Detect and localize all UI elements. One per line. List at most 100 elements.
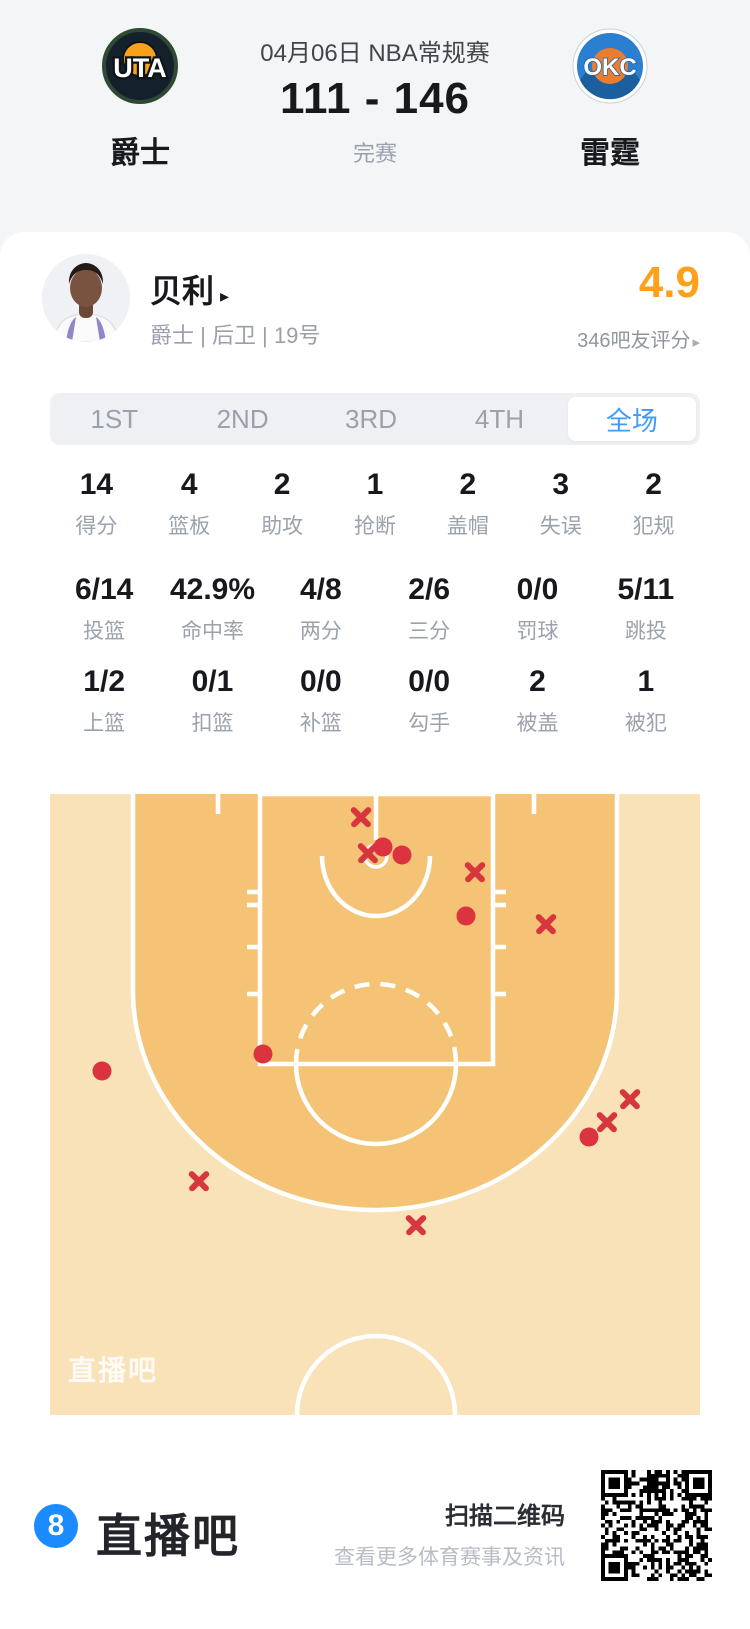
shot-make-marker bbox=[253, 1044, 273, 1064]
stat-cell: 3 失误 bbox=[514, 468, 607, 540]
player-name-text: 贝利 bbox=[150, 273, 215, 309]
match-date: 04月06日 NBA常规赛 bbox=[260, 40, 490, 67]
qr-code bbox=[601, 1470, 712, 1581]
shot-miss-marker bbox=[350, 806, 372, 828]
stat-cell: 2/6 三分 bbox=[375, 573, 483, 645]
shot-make-marker bbox=[579, 1127, 599, 1147]
stat-value: 0/0 bbox=[516, 573, 559, 606]
qr-caption-title: 扫描二维码 bbox=[445, 1503, 565, 1530]
team-home-name: 爵士 bbox=[110, 137, 170, 170]
player-avatar[interactable] bbox=[42, 254, 130, 342]
stat-cell: 5/11 跳投 bbox=[592, 573, 700, 645]
zhibo8-brand-text: 直播吧 bbox=[96, 1510, 240, 1562]
shot-make-marker bbox=[392, 845, 412, 865]
thunder-logo-icon: OKC bbox=[572, 28, 648, 104]
match-score: 111 - 146 bbox=[279, 74, 471, 123]
stat-label: 三分 bbox=[408, 620, 451, 643]
stat-label: 被犯 bbox=[624, 712, 667, 735]
stat-label: 篮板 bbox=[168, 515, 211, 538]
stat-cell: 6/14 投篮 bbox=[50, 573, 158, 645]
quarter-tab[interactable]: 2ND bbox=[216, 403, 269, 434]
stat-value: 2/6 bbox=[408, 573, 451, 606]
stat-cell: 0/0 补篮 bbox=[267, 665, 375, 737]
stat-label: 投篮 bbox=[83, 620, 126, 643]
stat-cell: 2 盖帽 bbox=[421, 468, 514, 540]
rating-caret-icon: ▸ bbox=[692, 334, 700, 351]
shot-miss-marker bbox=[464, 861, 486, 883]
stat-label: 上篮 bbox=[83, 712, 126, 735]
shot-make-marker bbox=[456, 906, 476, 926]
stat-label: 扣篮 bbox=[191, 712, 234, 735]
stat-cell: 1/2 上篮 bbox=[50, 665, 158, 737]
stat-label: 失误 bbox=[539, 515, 582, 538]
stat-label: 罚球 bbox=[516, 620, 559, 643]
shot-make-marker bbox=[92, 1061, 112, 1081]
stat-value: 4/8 bbox=[299, 573, 342, 606]
stats-row-basic: 14 得分 4 篮板 2 助攻 1 抢断 2 盖帽 3 失误 bbox=[50, 468, 700, 540]
shot-miss-marker bbox=[535, 913, 557, 935]
quarter-tabbar: 1ST 2ND 3RD 4TH 全场 bbox=[50, 393, 700, 445]
quarter-tab[interactable]: 3RD bbox=[345, 403, 398, 434]
stat-value: 1 bbox=[366, 468, 384, 501]
player-rating: 4.9 bbox=[638, 258, 700, 307]
shot-make-marker bbox=[373, 837, 393, 857]
stat-cell: 2 犯规 bbox=[607, 468, 700, 540]
stat-cell: 14 得分 bbox=[50, 468, 143, 540]
stat-label: 命中率 bbox=[180, 620, 244, 643]
player-name[interactable]: 贝利 ▸ bbox=[150, 266, 229, 312]
shot-chart-court: 直播吧 bbox=[50, 794, 700, 1415]
stat-label: 两分 bbox=[299, 620, 342, 643]
stat-value: 0/0 bbox=[408, 665, 451, 698]
stat-value: 1/2 bbox=[83, 665, 126, 698]
stat-value: 6/14 bbox=[74, 573, 134, 606]
court-watermark: 直播吧 bbox=[68, 1355, 159, 1386]
stat-value: 2 bbox=[529, 665, 546, 698]
shot-miss-marker bbox=[405, 1214, 427, 1236]
stat-value: 4 bbox=[180, 468, 198, 501]
stat-value: 3 bbox=[552, 468, 570, 501]
stat-label: 得分 bbox=[75, 515, 118, 538]
shot-miss-marker bbox=[188, 1170, 210, 1192]
stat-label: 抢断 bbox=[353, 515, 396, 538]
stat-value: 0/0 bbox=[299, 665, 342, 698]
stat-label: 补篮 bbox=[299, 712, 342, 735]
team-home: UTA 爵士 bbox=[60, 28, 220, 172]
stat-value: 2 bbox=[459, 468, 477, 501]
svg-text:OKC: OKC bbox=[583, 54, 636, 81]
stat-cell: 2 被盖 bbox=[483, 665, 591, 737]
stat-cell: 42.9% 命中率 bbox=[158, 573, 266, 645]
stat-value: 2 bbox=[645, 468, 662, 501]
match-header: 04月06日 NBA常规赛 111 - 146 完赛 UTA 爵士 O bbox=[0, 0, 750, 232]
quarter-tab[interactable]: 1ST bbox=[90, 403, 139, 434]
stat-label: 盖帽 bbox=[446, 515, 489, 538]
jazz-logo-icon: UTA bbox=[102, 28, 178, 104]
stat-value: 0/1 bbox=[191, 665, 234, 698]
stat-value: 5/11 bbox=[617, 573, 675, 606]
stat-value: 1 bbox=[637, 665, 655, 698]
rating-votes-text: 346吧友评分 bbox=[577, 330, 691, 352]
player-name-caret-icon: ▸ bbox=[220, 286, 230, 306]
stat-label: 跳投 bbox=[624, 620, 667, 643]
svg-text:UTA: UTA bbox=[113, 53, 167, 83]
stat-label: 被盖 bbox=[516, 712, 559, 735]
stat-cell: 1 抢断 bbox=[329, 468, 422, 540]
player-meta: 爵士 | 后卫 | 19号 bbox=[150, 323, 321, 348]
quarter-tab[interactable]: 全场 bbox=[567, 397, 697, 441]
court-lines bbox=[50, 794, 700, 1415]
shot-miss-marker bbox=[596, 1111, 618, 1133]
stat-value: 42.9% bbox=[169, 573, 256, 606]
player-stat-card: 贝利 ▸ 爵士 | 后卫 | 19号 4.9 346吧友评分 ▸ 1ST 2ND 3RD… bbox=[0, 232, 750, 1629]
player-rating-votes[interactable]: 346吧友评分 ▸ bbox=[577, 324, 700, 353]
zhibo8-logo-icon: 8 bbox=[34, 1504, 78, 1548]
stat-cell: 1 被犯 bbox=[592, 665, 700, 737]
qr-caption: 扫描二维码 查看更多体育赛事及资讯 bbox=[334, 1496, 565, 1571]
shot-marker-layer bbox=[50, 794, 700, 1415]
match-status: 完赛 bbox=[352, 141, 397, 166]
stat-label: 犯规 bbox=[632, 515, 675, 538]
quarter-tab[interactable]: 4TH bbox=[474, 403, 524, 434]
stat-cell: 2 助攻 bbox=[236, 468, 329, 540]
stat-cell: 0/0 罚球 bbox=[483, 573, 591, 645]
team-away-name: 雷霆 bbox=[580, 137, 640, 170]
stat-cell: 0/1 扣篮 bbox=[158, 665, 266, 737]
